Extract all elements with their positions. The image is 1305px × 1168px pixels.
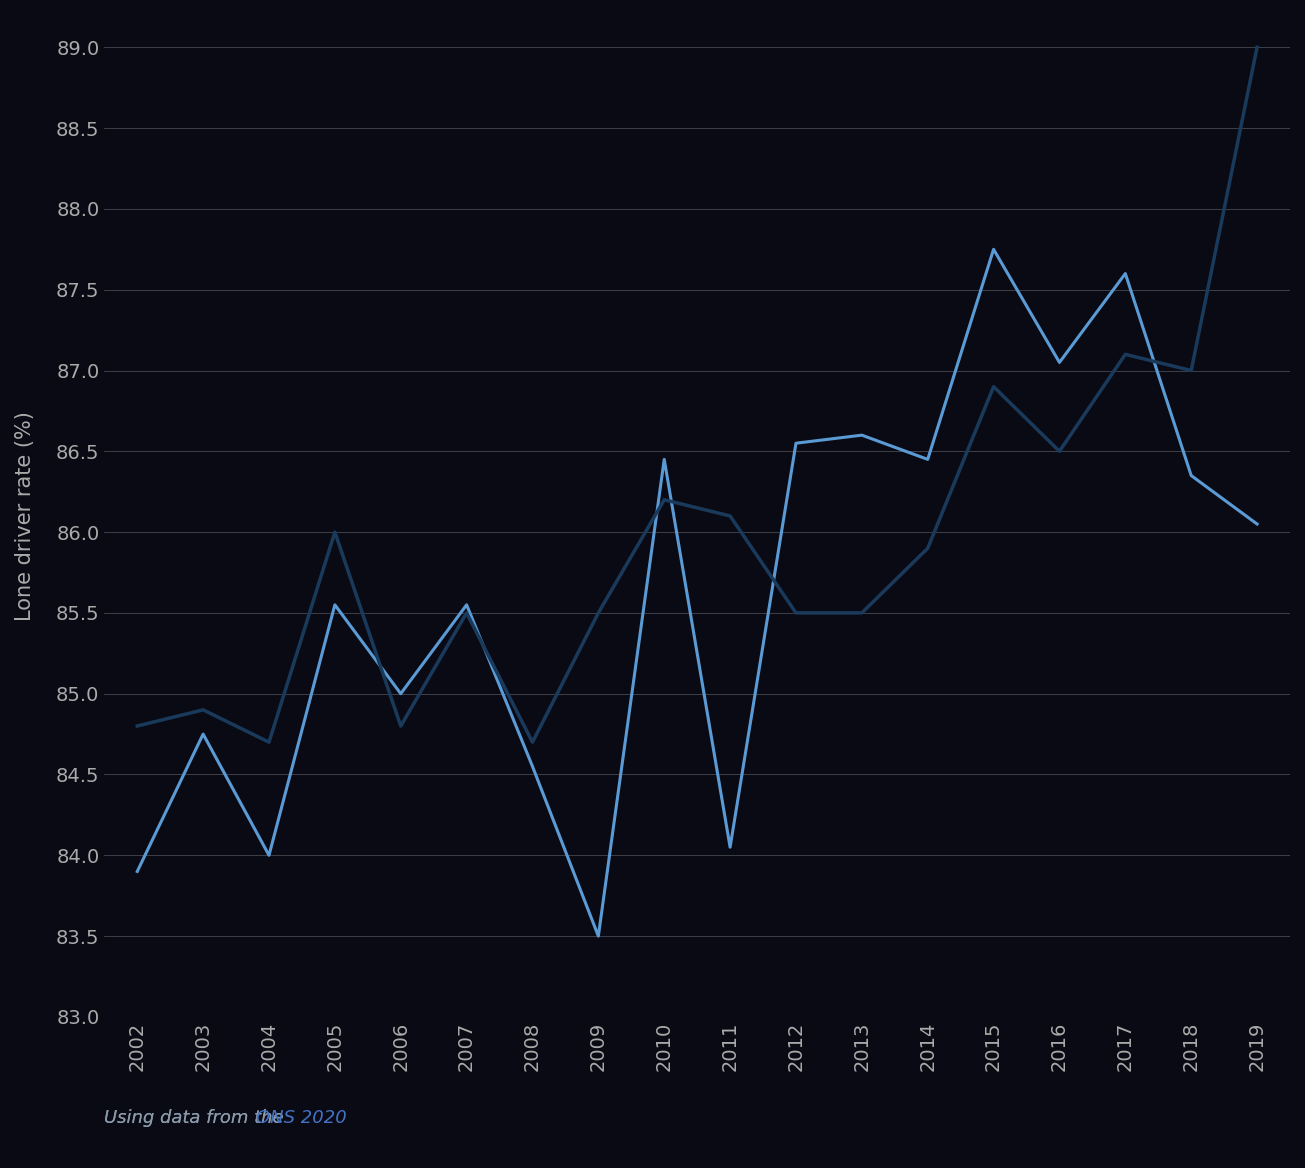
Y-axis label: Lone driver rate (%): Lone driver rate (%) xyxy=(14,411,35,621)
Text: ONS 2020: ONS 2020 xyxy=(256,1110,347,1127)
Text: Using data from the: Using data from the xyxy=(104,1110,290,1127)
Text: Using data from the: Using data from the xyxy=(104,1110,290,1127)
Text: Using data from the ONS 2020: Using data from the ONS 2020 xyxy=(104,1110,381,1127)
